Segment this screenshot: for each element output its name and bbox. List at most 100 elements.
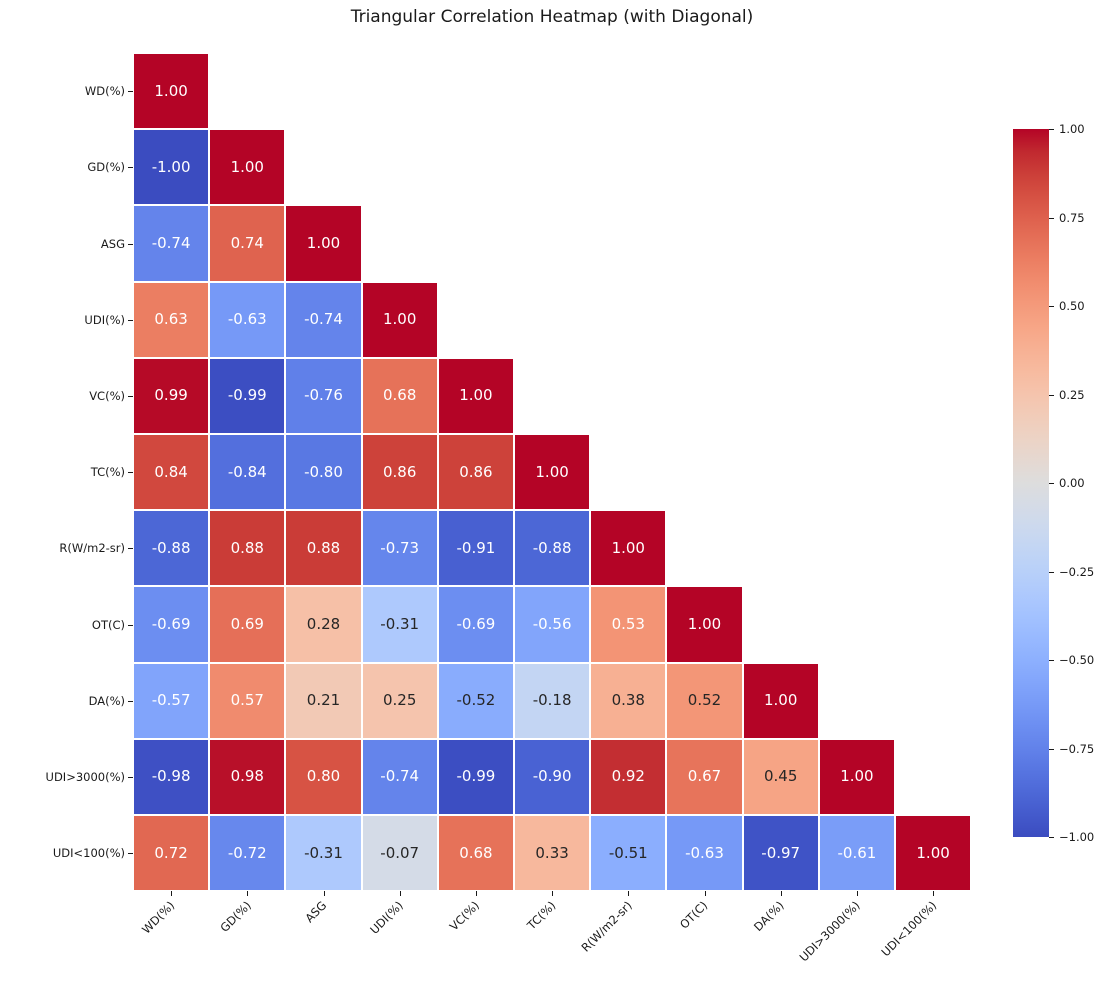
x-tick-label: UDI<100(%) bbox=[878, 898, 940, 960]
heatmap-cell: 0.69 bbox=[210, 587, 285, 662]
colorbar-tick-label: −0.25 bbox=[1059, 564, 1095, 579]
heatmap-cell: 1.00 bbox=[210, 130, 285, 205]
colorbar-tick-label: 0.75 bbox=[1059, 210, 1085, 225]
x-tick-label: DA(%) bbox=[751, 898, 787, 935]
heatmap-cell: -0.97 bbox=[743, 816, 818, 891]
x-tick-label: WD(%) bbox=[139, 898, 178, 937]
heatmap-cell: -0.69 bbox=[438, 587, 513, 662]
y-tick-mark bbox=[128, 167, 133, 169]
heatmap-cell: -0.07 bbox=[362, 816, 437, 891]
y-tick-label: VC(%) bbox=[89, 388, 125, 403]
heatmap-cell: 0.99 bbox=[134, 358, 209, 433]
heatmap-cell: 0.28 bbox=[286, 587, 361, 662]
y-tick-mark bbox=[128, 700, 133, 702]
colorbar-tick-label: −0.75 bbox=[1059, 741, 1095, 756]
heatmap-cell: -0.31 bbox=[362, 587, 437, 662]
heatmap-cell: 0.57 bbox=[210, 663, 285, 738]
heatmap-cell: -0.52 bbox=[438, 663, 513, 738]
colorbar-tick-mark bbox=[1049, 129, 1054, 130]
y-tick-label: UDI(%) bbox=[84, 312, 125, 327]
heatmap-cell: -0.76 bbox=[286, 358, 361, 433]
heatmap-cell: 1.00 bbox=[743, 663, 818, 738]
x-tick-label: R(W/m2-sr) bbox=[578, 898, 635, 955]
heatmap-cell: 1.00 bbox=[667, 587, 742, 662]
heatmap-cell: 1.00 bbox=[819, 739, 894, 814]
heatmap-cell: 1.00 bbox=[591, 511, 666, 586]
x-tick-label: VC(%) bbox=[446, 898, 483, 934]
y-tick-mark bbox=[128, 395, 133, 397]
heatmap-cell: 0.74 bbox=[210, 206, 285, 281]
y-tick-label: UDI>3000(%) bbox=[45, 769, 125, 784]
colorbar-tick-label: 0.50 bbox=[1059, 299, 1085, 313]
heatmap-cell: 0.45 bbox=[743, 739, 818, 814]
x-tick-label: TC(%) bbox=[524, 898, 559, 933]
y-tick-mark bbox=[128, 243, 133, 245]
heatmap-cell: 0.86 bbox=[362, 435, 437, 510]
heatmap-cell: 0.33 bbox=[515, 816, 590, 891]
x-tick-mark bbox=[399, 891, 401, 897]
heatmap-cell: -0.91 bbox=[438, 511, 513, 586]
heatmap-grid: 1.00 -1.00 1.00 -0.74 0.74 1.00 0.63 -0.63 -0.74… bbox=[133, 53, 972, 892]
y-tick-label: DA(%) bbox=[88, 693, 125, 708]
y-tick-label: ASG bbox=[100, 236, 125, 251]
heatmap-cell: -0.99 bbox=[210, 358, 285, 433]
heatmap-cell: -0.99 bbox=[438, 739, 513, 814]
heatmap-cell: -0.84 bbox=[210, 435, 285, 510]
colorbar-tick-mark bbox=[1049, 571, 1054, 573]
y-tick-mark bbox=[128, 624, 133, 626]
y-tick-label: R(W/m2-sr) bbox=[59, 541, 125, 556]
heatmap-cell: -0.80 bbox=[286, 435, 361, 510]
colorbar-tick-label: 1.00 bbox=[1059, 122, 1085, 136]
y-tick-label: GD(%) bbox=[87, 160, 125, 175]
heatmap-cell: 0.84 bbox=[134, 435, 209, 510]
x-tick-label: UDI(%) bbox=[367, 898, 406, 938]
heatmap-cell: 1.00 bbox=[134, 54, 209, 129]
heatmap-cell: 0.21 bbox=[286, 663, 361, 738]
colorbar-tick-mark bbox=[1049, 306, 1054, 307]
x-tick-label: ASG bbox=[302, 898, 330, 926]
heatmap-cell: -0.88 bbox=[515, 511, 590, 586]
heatmap-cell: -0.98 bbox=[134, 739, 209, 814]
heatmap-cell: 0.68 bbox=[438, 816, 513, 891]
x-tick-mark bbox=[704, 891, 706, 897]
heatmap-cell: 0.86 bbox=[438, 435, 513, 510]
heatmap-cell: 0.80 bbox=[286, 739, 361, 814]
heatmap-cell: 0.88 bbox=[286, 511, 361, 586]
heatmap-cell: 0.98 bbox=[210, 739, 285, 814]
y-tick-mark bbox=[128, 853, 133, 855]
heatmap-cell: 0.72 bbox=[134, 816, 209, 891]
x-tick-mark bbox=[780, 891, 782, 897]
heatmap-cell: 0.92 bbox=[591, 739, 666, 814]
x-tick-mark bbox=[323, 891, 325, 897]
y-tick-mark bbox=[128, 319, 133, 321]
heatmap-cell: -0.18 bbox=[515, 663, 590, 738]
heatmap-cell: 1.00 bbox=[515, 435, 590, 510]
colorbar-tick-mark bbox=[1049, 748, 1054, 750]
y-tick-label: WD(%) bbox=[84, 84, 125, 99]
heatmap-cell: 0.67 bbox=[667, 739, 742, 814]
heatmap-cell: -0.63 bbox=[667, 816, 742, 891]
heatmap-cell: 1.00 bbox=[286, 206, 361, 281]
colorbar-tick-mark bbox=[1049, 660, 1054, 661]
heatmap-cell: -0.63 bbox=[210, 282, 285, 357]
y-tick-label: TC(%) bbox=[90, 465, 125, 480]
y-tick-mark bbox=[128, 548, 133, 550]
heatmap-cell: -0.74 bbox=[286, 282, 361, 357]
colorbar-tick-label: −0.50 bbox=[1059, 653, 1095, 667]
y-tick-mark bbox=[128, 776, 133, 778]
x-tick-mark bbox=[171, 891, 173, 897]
heatmap-cell: -0.74 bbox=[134, 206, 209, 281]
y-tick-mark bbox=[128, 472, 133, 474]
y-tick-label: UDI<100(%) bbox=[52, 846, 125, 861]
heatmap-cell: 0.68 bbox=[362, 358, 437, 433]
colorbar-tick-label: 0.25 bbox=[1059, 387, 1085, 402]
colorbar-tick-label: 0.00 bbox=[1059, 476, 1085, 490]
x-tick-mark bbox=[628, 891, 630, 897]
heatmap-cell: 0.25 bbox=[362, 663, 437, 738]
y-tick-mark bbox=[128, 91, 133, 93]
x-tick-label: GD(%) bbox=[216, 898, 254, 936]
heatmap-cell: -0.74 bbox=[362, 739, 437, 814]
heatmap-cell: -0.61 bbox=[819, 816, 894, 891]
heatmap-cell: 0.88 bbox=[210, 511, 285, 586]
